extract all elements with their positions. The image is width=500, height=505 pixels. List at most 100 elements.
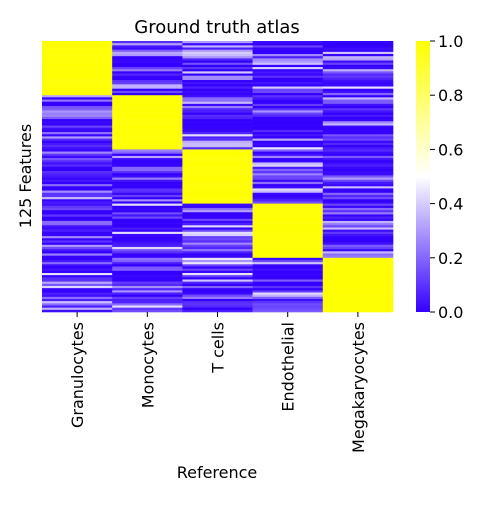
heatmap-cell (252, 95, 324, 98)
heatmap-cell (252, 162, 324, 165)
heatmap-cell (182, 147, 253, 150)
heatmap-cell (182, 301, 253, 304)
heatmap-cell (112, 153, 183, 157)
heatmap-cell (252, 236, 324, 239)
heatmap-cell (42, 153, 113, 157)
colorbar-tick-label: 0.4 (438, 195, 463, 214)
heatmap-cell (112, 132, 183, 135)
heatmap-cell (182, 164, 253, 168)
heatmap-cell (322, 175, 394, 178)
heatmap-cell (322, 259, 394, 263)
heatmap-cell (252, 240, 324, 243)
heatmap-cell (42, 223, 113, 226)
heatmap-cell (182, 197, 253, 200)
heatmap-cell (112, 45, 183, 48)
heatmap-cell (42, 281, 113, 285)
heatmap-cell (252, 203, 324, 207)
heatmap-cell (322, 132, 394, 135)
heatmap-cell (42, 49, 113, 53)
heatmap-cell (112, 112, 183, 116)
heatmap-cell (112, 203, 183, 207)
heatmap-cell (112, 214, 183, 217)
heatmap-cell (112, 106, 183, 109)
heatmap-cell (112, 140, 183, 144)
heatmap-cell (112, 56, 183, 59)
heatmap-cell (252, 64, 324, 68)
heatmap-cell (182, 229, 253, 233)
heatmap-cell (252, 255, 324, 259)
heatmap-cell (42, 216, 113, 220)
heatmap-cell (112, 233, 183, 237)
heatmap-cell (322, 298, 394, 302)
heatmap-cell (112, 177, 183, 181)
heatmap-cell (252, 153, 324, 157)
heatmap-cell (42, 292, 113, 295)
heatmap-cell (42, 112, 113, 116)
x-tick-label: T cells (209, 322, 228, 374)
heatmap-cell (182, 45, 253, 48)
heatmap-cell (322, 292, 394, 295)
heatmap-cell (252, 186, 324, 189)
heatmap-cell (252, 216, 324, 220)
heatmap-cell (182, 162, 253, 165)
heatmap-cell (182, 194, 253, 198)
heatmap-cell (252, 56, 324, 59)
heatmap-cell (112, 251, 183, 254)
heatmap-cell (322, 210, 394, 213)
heatmap-cell (322, 201, 394, 204)
heatmap-cell (112, 268, 183, 272)
heatmap-cell (322, 101, 394, 105)
heatmap-cell (42, 93, 113, 96)
heatmap-cell (112, 116, 183, 120)
heatmap-cell (322, 257, 394, 261)
chart-title: Ground truth atlas (134, 17, 299, 38)
heatmap-cell (252, 194, 324, 198)
heatmap-cell (112, 108, 183, 111)
heatmap-cell (322, 186, 394, 189)
heatmap-cell (322, 54, 394, 57)
heatmap-cell (252, 218, 324, 222)
heatmap-cell (252, 140, 324, 144)
heatmap-cell (42, 160, 113, 163)
heatmap-cell (322, 123, 394, 126)
heatmap-cell (42, 255, 113, 259)
heatmap-cell (322, 62, 394, 66)
heatmap-cell (112, 47, 183, 50)
heatmap-cell (112, 99, 183, 103)
x-tick-label: Megakaryocytes (349, 322, 368, 453)
heatmap-cell (322, 279, 394, 282)
heatmap-cell (112, 95, 183, 98)
heatmap-cell (42, 69, 113, 72)
heatmap-cell (252, 173, 324, 176)
heatmap-cell (112, 212, 183, 215)
heatmap-cell (182, 142, 253, 146)
heatmap-cell (182, 272, 253, 276)
heatmap-cell (182, 296, 253, 300)
heatmap-cell (322, 88, 394, 92)
heatmap-cell (112, 49, 183, 53)
heatmap-cell (42, 249, 113, 252)
heatmap-cell (112, 205, 183, 209)
heatmap-cell (182, 119, 253, 122)
heatmap-cell (182, 88, 253, 92)
heatmap-cell (42, 84, 113, 87)
heatmap-cell (322, 285, 394, 289)
heatmap-cell (182, 116, 253, 120)
heatmap-cell (42, 307, 113, 311)
heatmap-cell (252, 205, 324, 209)
heatmap-cell (112, 290, 183, 293)
heatmap-cell (42, 179, 113, 183)
heatmap-cell (42, 140, 113, 144)
heatmap-cell (322, 119, 394, 122)
heatmap-cell (112, 236, 183, 239)
colorbar-tick-label: 1.0 (438, 32, 463, 51)
heatmap-cell (252, 210, 324, 213)
heatmap-cell (252, 251, 324, 254)
heatmap-cell (252, 123, 324, 126)
heatmap-cell (112, 136, 183, 139)
heatmap-cell (322, 103, 394, 107)
heatmap-cell (112, 110, 183, 113)
heatmap-cell (322, 47, 394, 50)
heatmap-cell (42, 231, 113, 235)
